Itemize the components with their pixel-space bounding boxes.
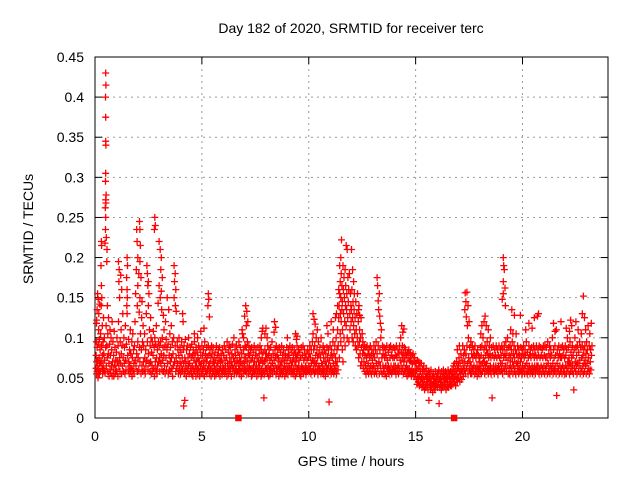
x-tick-labels: 0 5 10 15 20 [91, 428, 530, 444]
y-tick-label: 0.4 [65, 89, 85, 105]
data-points-layer [92, 69, 596, 422]
y-tick-label: 0.1 [65, 330, 85, 346]
y-tick-label: 0.3 [65, 169, 85, 185]
x-axis-label: GPS time / hours [298, 453, 405, 469]
x-tick-label: 15 [408, 428, 424, 444]
y-tick-label: 0.15 [57, 290, 84, 306]
x-tick-label: 10 [301, 428, 317, 444]
y-tick-label: 0.05 [57, 370, 84, 386]
x-tick-label: 0 [91, 428, 99, 444]
y-tick-label: 0.25 [57, 209, 84, 225]
grid [95, 57, 608, 418]
flag-square-marker [450, 414, 458, 422]
chart-title: Day 182 of 2020, SRMTID for receiver ter… [218, 20, 483, 36]
y-axis-label: SRMTID / TECUs [20, 174, 36, 284]
y-tick-label: 0.2 [65, 250, 85, 266]
y-tick-label: 0.45 [57, 49, 84, 65]
y-tick-labels: 0 0.05 0.1 0.15 0.2 0.25 0.3 0.35 0.4 0.45 [57, 49, 84, 426]
data-points [92, 69, 596, 410]
flag-square-marker [235, 414, 242, 422]
y-tick-label: 0.35 [57, 129, 84, 145]
plot-border [94, 56, 609, 419]
x-tick-label: 5 [198, 428, 206, 444]
y-tick-label: 0 [76, 410, 84, 426]
x-tick-label: 20 [515, 428, 531, 444]
